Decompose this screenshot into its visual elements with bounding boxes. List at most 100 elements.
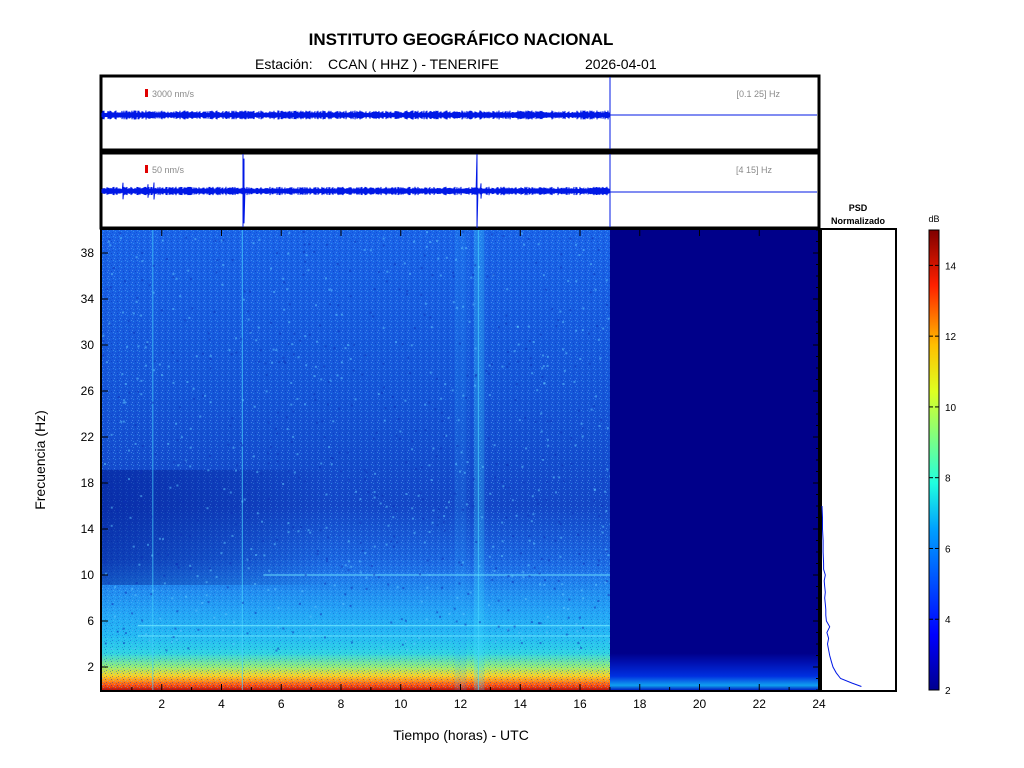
spectrogram-speckle [132,545,135,548]
spectrogram-speckle [605,550,608,553]
spectrogram-speckle [454,492,457,495]
spectrogram-speckle [558,521,561,523]
spectrogram-speckle [463,471,466,474]
spectrogram-speckle [528,539,531,542]
spectrogram-speckle [152,264,155,267]
spectrogram-speckle [176,484,179,487]
spectrogram-speckle [247,310,250,313]
spectrogram-speckle [150,515,153,518]
amplitude-scale-label: 50 nm/s [152,165,185,175]
spectrogram-speckle [598,515,601,518]
spectrogram-speckle [428,401,431,404]
spectrogram-speckle [286,288,289,291]
spectrogram-speckle [233,621,235,624]
spectrogram-speckle [255,554,257,556]
spectrogram-speckle [487,437,490,440]
spectrogram-speckle [552,476,555,479]
spectrogram-speckle [344,564,347,567]
spectrogram-speckle [189,535,192,538]
spectrogram-speckle [465,247,467,250]
spectrogram-speckle [488,394,491,397]
spectrogram-speckle [580,422,583,425]
spectrogram-speckle [543,382,546,385]
spectrogram-speckle [458,342,461,345]
spectrogram-speckle [538,572,541,575]
trace-panel-broadband: 3000 nm/s [0.1 25] Hz [99,74,821,152]
spectrogram-speckle [395,341,397,344]
x-tick-label: 2 [158,697,165,711]
spectrogram-speckle [474,264,477,267]
spectrogram-speckle [267,588,270,591]
spectrogram-speckle [607,594,610,597]
y-tick-label: 6 [87,614,94,628]
spectrogram-speckle [423,254,426,257]
spectrogram-speckle [205,581,208,584]
spectrogram-speckle [478,621,481,624]
spectrogram-speckle [104,463,106,465]
spectrogram-speckle [107,240,110,243]
spectrogram-speckle [314,398,317,401]
spectrogram-speckle [298,476,301,479]
spectrogram-speckle [296,397,299,400]
spectrogram-speckle [235,464,238,467]
spectrogram-speckle [397,418,400,420]
spectrogram-speckle [277,411,279,414]
spectrogram-speckle [428,464,431,467]
spectrogram-speckle [530,520,533,523]
x-tick-label: 16 [573,697,587,711]
spectrogram-speckle [172,636,175,639]
spectrogram-speckle [481,516,484,519]
spectrogram-speckle [106,287,109,290]
spectrogram-speckle [370,565,373,567]
spectrogram-speckle [135,582,138,584]
spectrogram-speckle [189,427,192,430]
spectrogram-speckle [392,545,395,548]
spectrogram-speckle [163,582,166,585]
spectrogram-speckle [358,560,361,563]
spectrogram-speckle [541,367,544,370]
spectrogram-speckle [597,248,600,251]
spectrogram-speckle [192,387,195,390]
spectrogram-speckle [559,626,562,629]
spectrogram-speckle [344,347,347,350]
spectrogram-speckle [230,512,233,514]
spectrogram-speckle [375,431,378,434]
spectrogram-speckle [323,365,326,368]
spectrogram-speckle [560,431,563,434]
spectrogram-speckle [229,562,232,565]
spectrogram-speckle [111,603,114,606]
spectrogram-speckle [140,495,143,498]
spectrogram-speckle [307,269,310,272]
spectrogram-speckle [246,558,249,561]
spectrogram-speckle [520,232,523,235]
spectrogram-speckle [455,258,457,261]
spectrogram-speckle [497,625,500,628]
spectrogram-speckle [276,432,278,435]
spectrogram-speckle [376,494,378,497]
spectrogram-speckle [414,467,417,470]
spectrogram-speckle [451,389,454,392]
spectrogram-speckle [387,583,390,586]
spectrogram-speckle [401,643,404,646]
spectrogram-speckle [241,444,244,447]
spectrogram-speckle [126,345,129,348]
spectrogram-speckle [263,554,266,557]
spectrogram-speckle [140,393,143,396]
spectrogram-speckle [385,505,388,508]
station-name: CCAN ( HHZ ) - TENERIFE [328,56,499,72]
spectrogram-speckle [445,434,448,437]
spectrogram-speckle [524,598,527,600]
spectrogram-speckle [325,526,328,529]
spectrogram-speckle [512,535,515,538]
spectrogram-speckle [439,447,442,450]
spectrogram-speckle [575,329,578,332]
spectrogram-speckle [102,354,105,357]
spectrogram-speckle [321,420,324,423]
spectrogram-speckle [373,288,376,291]
spectrogram-speckle [575,623,578,626]
spectrogram-speckle [336,263,339,266]
spectrogram-speckle [537,502,540,505]
spectrogram-speckle [574,243,577,246]
spectrogram-speckle [493,570,496,572]
spectrogram-speckle [191,307,194,310]
